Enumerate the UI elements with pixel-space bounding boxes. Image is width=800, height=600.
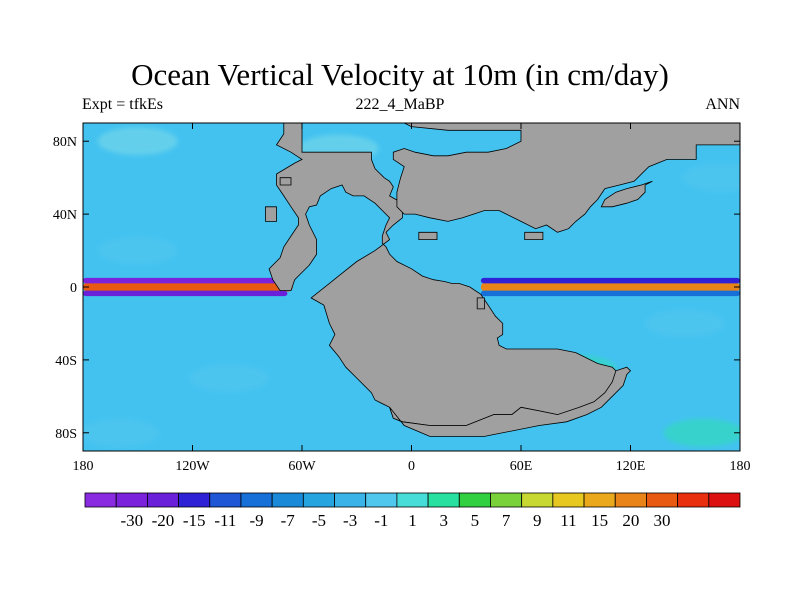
colorbar-label-11: 5 [471, 511, 480, 530]
island-3 [418, 231, 438, 241]
equatorial-downwelling-south-east-pacific [83, 290, 288, 297]
colorbar-swatch-13 [490, 492, 523, 508]
colorbar-label-14: 11 [560, 511, 576, 530]
equatorial-downwelling-south-indo-pacific [480, 290, 740, 297]
colorbar-swatch-14 [521, 492, 554, 508]
colorbar-label-6: -5 [312, 511, 326, 530]
colorbar-label-1: -20 [152, 511, 175, 530]
ocean-patch-8 [663, 418, 740, 447]
colorbar-swatch-9 [365, 492, 398, 508]
colorbar-swatch-20 [708, 492, 741, 508]
colorbar-swatch-17 [614, 492, 647, 508]
colorbar-label-4: -9 [249, 511, 263, 530]
lon-tick-label-5: 120E [616, 459, 646, 474]
lon-tick-label-6: 180 [730, 459, 751, 474]
east-peninsula [600, 180, 653, 208]
colorbar-swatch-15 [552, 492, 585, 508]
lon-tick-label-2: 60W [288, 459, 316, 474]
colorbar-swatch-0 [84, 492, 117, 508]
map-axes: 180 120W 60W 0 60E 120E 180 80N 40N 0 40S 80S [53, 123, 751, 474]
colorbar-swatch-5 [240, 492, 273, 508]
colorbar-label-3: -11 [214, 511, 236, 530]
ocean-patch-3 [97, 236, 178, 265]
colorbar-label-0: -30 [120, 511, 143, 530]
colorbar-label-2: -15 [183, 511, 206, 530]
colorbar-label-15: 15 [591, 511, 608, 530]
equatorial-downwelling-north-indo-pacific [480, 277, 740, 284]
colorbar-swatch-12 [458, 492, 491, 508]
equatorial-upwelling-indo-pacific [480, 282, 740, 292]
colorbar-swatch-3 [178, 492, 211, 508]
colorbar-swatch-16 [583, 492, 616, 508]
colorbar-label-9: 1 [408, 511, 417, 530]
equatorial-downwelling-north-east-pacific [83, 277, 288, 284]
lat-tick-label-3: 40S [55, 354, 77, 369]
island-4 [524, 231, 544, 241]
colorbar-label-8: -1 [374, 511, 388, 530]
lon-tick-label-1: 120W [175, 459, 210, 474]
island-2 [265, 206, 277, 222]
colorbar-label-10: 3 [439, 511, 448, 530]
colorbar-swatch-18 [646, 492, 679, 508]
eastern-continent [392, 123, 740, 233]
ocean-patch-5 [189, 364, 269, 393]
colorbar-swatch-19 [677, 492, 710, 508]
southern-land-mass [389, 366, 632, 437]
colorbar-swatch-10 [396, 492, 429, 508]
ocean-patch-4 [645, 309, 726, 338]
western-continent [268, 123, 621, 426]
ocean-patch-7 [83, 418, 160, 447]
lat-tick-label-2: 0 [70, 281, 77, 296]
equatorial-upwelling-east-pacific [83, 282, 293, 292]
colorbar-swatch-4 [209, 492, 242, 508]
lat-tick-label-1: 40N [53, 208, 77, 223]
colorbar-swatch-2 [146, 492, 179, 508]
island-1 [279, 177, 292, 186]
plot-title: Ocean Vertical Velocity at 10m (in cm/da… [131, 57, 669, 92]
colorbar-swatch-1 [115, 492, 148, 508]
colorbar-label-5: -7 [281, 511, 296, 530]
lat-tick-label-0: 80N [53, 135, 77, 150]
map-plot-area [82, 122, 741, 452]
ocean-patch-0 [97, 127, 178, 156]
colorbar-swatch-8 [334, 492, 367, 508]
colorbar-label-12: 7 [502, 511, 511, 530]
colorbar-label-7: -3 [343, 511, 357, 530]
velocity-features [83, 277, 740, 297]
island-5 [476, 297, 485, 310]
colorbar-label-17: 30 [654, 511, 671, 530]
lon-tick-label-4: 60E [510, 459, 533, 474]
colorbar-label-16: 20 [622, 511, 639, 530]
experiment-label: Expt = tfkEs [82, 96, 164, 113]
period-label: 222_4_MaBP [355, 96, 445, 113]
colorbar-swatch-6 [271, 492, 304, 508]
lat-tick-label-4: 80S [55, 427, 77, 442]
ocean-patch-2 [681, 163, 740, 192]
land-masses [265, 123, 740, 437]
colorbar-swatch-11 [427, 492, 460, 508]
colorbar: -30 -20 -15 -11 -9 -7 -5 -3 -1 1 3 5 7 9 11 15 20 30 [84, 492, 741, 530]
colorbar-label-13: 9 [533, 511, 542, 530]
season-label: ANN [705, 96, 740, 113]
lon-tick-label-0: 180 [73, 459, 94, 474]
colorbar-swatch-7 [302, 492, 335, 508]
lon-tick-label-3: 0 [408, 459, 415, 474]
